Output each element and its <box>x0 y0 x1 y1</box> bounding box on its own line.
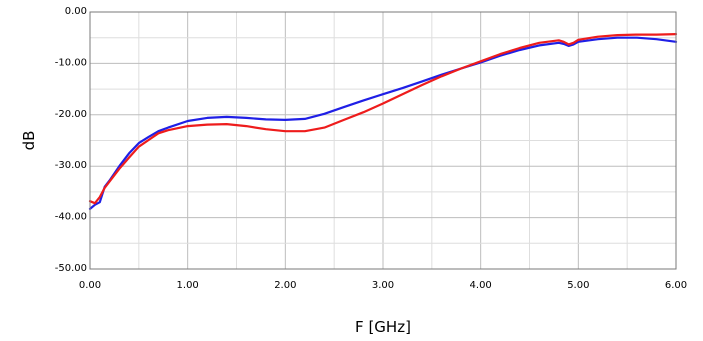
x-tick-label: 1.00 <box>177 280 199 291</box>
y-axis-label: dB <box>20 131 38 151</box>
x-tick-label: 2.00 <box>274 280 296 291</box>
y-tick-label: -10.00 <box>55 57 87 68</box>
y-tick-label: -50.00 <box>55 263 87 274</box>
tick-labels: 0.00 1.00 2.00 3.00 4.00 5.00 6.00 0.00 -10.00 -2… <box>55 6 687 291</box>
series-layer <box>88 32 678 210</box>
grid <box>89 11 677 270</box>
y-tick-label: 0.00 <box>65 6 87 17</box>
series-line-1 <box>88 36 678 210</box>
x-tick-label: 0.00 <box>79 280 101 291</box>
x-tick-label: 5.00 <box>567 280 589 291</box>
x-tick-label: 6.00 <box>665 280 687 291</box>
y-tick-label: -20.00 <box>55 109 87 120</box>
y-tick-label: -40.00 <box>55 212 87 223</box>
plot-frame <box>89 11 677 270</box>
x-axis-label: F [GHz] <box>355 318 411 336</box>
x-tick-label: 3.00 <box>372 280 394 291</box>
series-line-2 <box>88 32 678 205</box>
y-tick-label: -30.00 <box>55 160 87 171</box>
x-tick-label: 4.00 <box>470 280 492 291</box>
